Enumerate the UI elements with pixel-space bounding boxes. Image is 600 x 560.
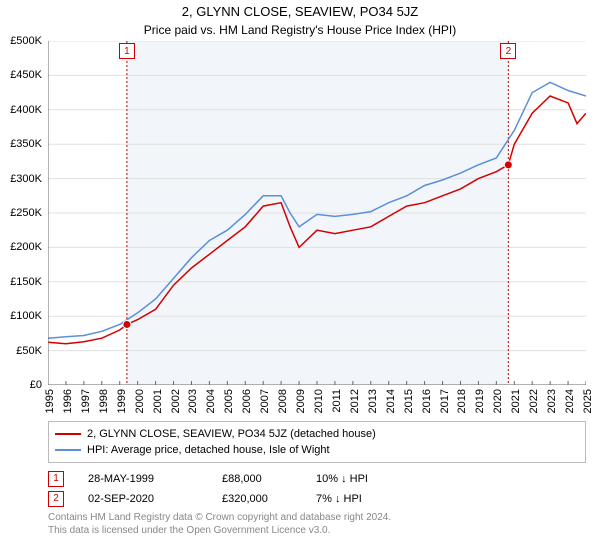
legend-label: 2, GLYNN CLOSE, SEAVIEW, PO34 5JZ (detac… [87,426,376,442]
sale-row: 2 02-SEP-2020 £320,000 7% ↓ HPI [48,489,586,509]
line-chart [48,41,586,385]
x-tick-label: 2006 [241,389,253,413]
y-tick-label: £250K [10,207,42,219]
sale-marker-icon: 2 [48,491,64,507]
x-tick-label: 2012 [349,389,361,413]
x-tick-label: 1998 [98,389,110,413]
y-tick-label: £50K [16,345,42,357]
sale-date: 28-MAY-1999 [88,469,198,489]
legend-item: HPI: Average price, detached house, Isle… [55,442,579,458]
x-tick-label: 2000 [134,389,146,413]
x-tick-label: 2002 [170,389,182,413]
sale-row: 1 28-MAY-1999 £88,000 10% ↓ HPI [48,469,586,489]
legend-swatch [55,449,81,451]
y-tick-label: £150K [10,276,42,288]
x-tick-label: 2011 [331,389,343,413]
x-tick-label: 2020 [492,389,504,413]
x-tick-label: 2022 [528,389,540,413]
x-tick-label: 2008 [277,389,289,413]
sale-marker: 2 [500,43,516,59]
x-tick-label: 2023 [546,389,558,413]
y-tick-label: £450K [10,69,42,81]
y-tick-label: £500K [10,35,42,47]
x-tick-label: 2009 [295,389,307,413]
y-tick-label: £100K [10,310,42,322]
x-tick-label: 2003 [187,389,199,413]
x-tick-label: 2016 [421,389,433,413]
y-tick-label: £300K [10,173,42,185]
y-tick-label: £350K [10,138,42,150]
y-tick-label: £0 [30,379,42,391]
x-tick-label: 2010 [313,389,325,413]
chart-area: £0£50K£100K£150K£200K£250K£300K£350K£400… [48,41,586,385]
x-tick-label: 2021 [510,389,522,413]
x-tick-label: 2025 [582,389,594,413]
sale-price: £320,000 [222,489,292,509]
footer-line-2: This data is licensed under the Open Gov… [48,524,586,537]
chart-subtitle: Price paid vs. HM Land Registry's House … [0,19,600,41]
chart-title: 2, GLYNN CLOSE, SEAVIEW, PO34 5JZ [0,0,600,19]
x-tick-label: 1999 [116,389,128,413]
sale-price: £88,000 [222,469,292,489]
sales-table: 1 28-MAY-1999 £88,000 10% ↓ HPI 2 02-SEP-2020… [48,469,586,509]
footer-line-1: Contains HM Land Registry data © Crown c… [48,511,586,524]
sale-hpi-diff: 7% ↓ HPI [316,489,396,509]
x-tick-label: 2018 [456,389,468,413]
x-tick-label: 2013 [367,389,379,413]
legend-swatch [55,433,81,435]
y-tick-label: £400K [10,104,42,116]
x-tick-label: 2015 [403,389,415,413]
y-tick-label: £200K [10,241,42,253]
x-tick-label: 1997 [80,389,92,413]
x-tick-label: 2017 [439,389,451,413]
x-tick-label: 2007 [259,389,271,413]
x-tick-label: 2001 [152,389,164,413]
legend: 2, GLYNN CLOSE, SEAVIEW, PO34 5JZ (detac… [48,421,586,463]
x-tick-label: 2014 [385,389,397,413]
x-tick-label: 2004 [205,389,217,413]
chart-container: 2, GLYNN CLOSE, SEAVIEW, PO34 5JZ Price … [0,0,600,560]
x-tick-label: 1995 [44,389,56,413]
x-tick-label: 2019 [474,389,486,413]
footer-attribution: Contains HM Land Registry data © Crown c… [48,511,586,537]
legend-item: 2, GLYNN CLOSE, SEAVIEW, PO34 5JZ (detac… [55,426,579,442]
sale-date: 02-SEP-2020 [88,489,198,509]
legend-label: HPI: Average price, detached house, Isle… [87,442,330,458]
sale-marker: 1 [119,43,135,59]
sale-hpi-diff: 10% ↓ HPI [316,469,396,489]
x-tick-label: 2005 [223,389,235,413]
x-tick-label: 1996 [62,389,74,413]
sale-marker-icon: 1 [48,471,64,487]
x-tick-label: 2024 [564,389,576,413]
